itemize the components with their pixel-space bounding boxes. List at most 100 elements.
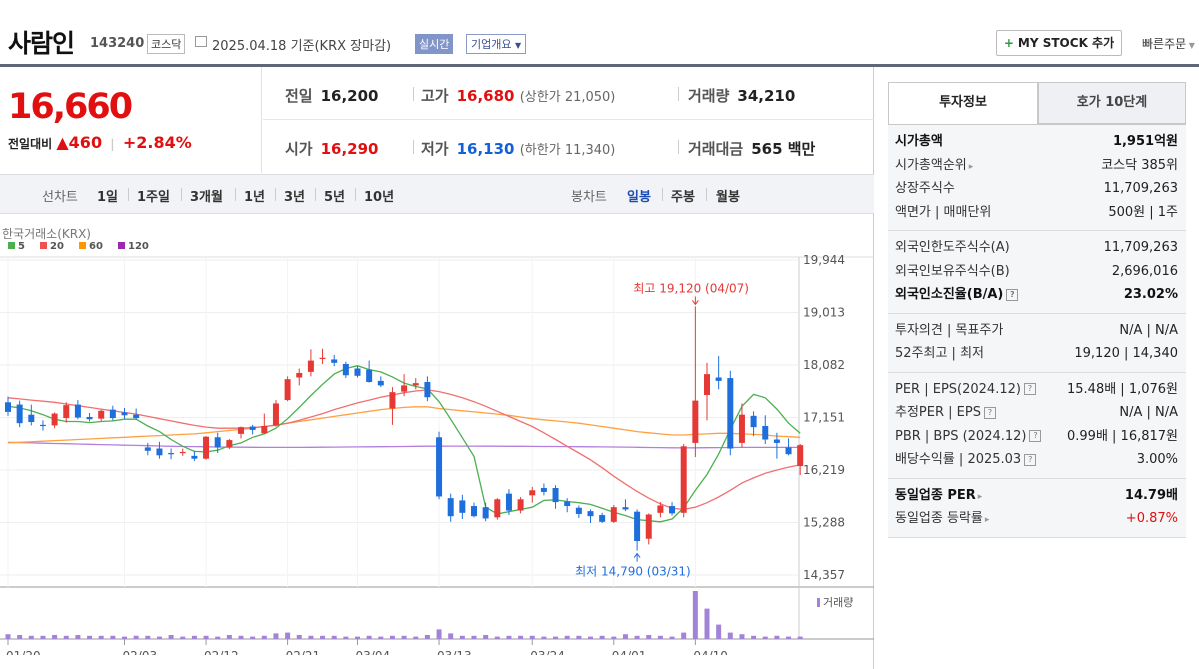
chart-source: 한국거래소(KRX): [2, 227, 91, 241]
candle-weekly[interactable]: 주봉: [671, 190, 695, 205]
x-tick-label: 03/24: [530, 649, 565, 655]
period-1w[interactable]: 1주일: [137, 190, 170, 205]
volume-bar: [669, 636, 675, 639]
x-tick-label: 02/03: [123, 649, 158, 655]
period-1d[interactable]: 1일: [97, 190, 119, 205]
realtime-button[interactable]: 실시간: [415, 34, 454, 54]
volume-bar: [366, 635, 372, 639]
volume-bar: [331, 635, 337, 639]
volume-bar: [250, 636, 256, 639]
candle-body: [610, 507, 617, 522]
candle-body: [447, 498, 454, 517]
period-10y[interactable]: 10년: [364, 190, 395, 205]
amount-label: 거래대금: [688, 140, 744, 158]
change-percent: +2.84%: [122, 133, 192, 152]
volume-bar: [87, 635, 93, 639]
volume-bar: [786, 636, 792, 639]
tab-invest-info[interactable]: 투자정보: [888, 82, 1038, 124]
volume-bar: [203, 635, 209, 639]
info-label-text: 외국인소진율(B/A): [895, 287, 1004, 302]
candle-body: [575, 507, 582, 514]
period-3y[interactable]: 3년: [284, 190, 306, 205]
candle-body: [785, 447, 792, 455]
calendar-icon: [195, 36, 207, 47]
low-arrow-head: [633, 552, 641, 558]
info-row[interactable]: 시가총액순위 ▸ 코스닥 385위: [895, 154, 1178, 178]
help-icon[interactable]: ?: [1006, 288, 1019, 301]
volume-bar: [774, 635, 780, 639]
volume-bar: [296, 635, 302, 639]
volume-bar: [657, 635, 663, 639]
info-label: 시가총액순위 ▸: [895, 154, 973, 179]
my-stock-add-button[interactable]: + MY STOCK 추가: [996, 30, 1122, 56]
company-overview-label: 기업개요: [471, 38, 512, 51]
info-label: 시가총액: [895, 130, 943, 153]
volume-bar: [622, 634, 628, 639]
info-value: 코스닥 385위: [1101, 157, 1178, 173]
high-annotation: 최고 19,120 (04/07): [633, 281, 749, 295]
candle-body: [214, 437, 221, 448]
x-tick-label: 02/21: [286, 649, 321, 655]
volume-label: 거래량: [688, 87, 730, 105]
info-label: 액면가 | 매매단위: [895, 201, 991, 224]
volume-bar: [28, 635, 34, 639]
x-tick-label: 04/10: [693, 649, 728, 655]
candle-body: [389, 392, 396, 409]
info-label: PBR | BPS (2024.12)?: [895, 425, 1042, 448]
info-label-text: 동일업종 등락률: [895, 511, 983, 526]
legend-swatch: [79, 242, 86, 249]
volume-bar: [145, 635, 151, 639]
separator: [706, 188, 707, 201]
volume-bar: [133, 635, 139, 639]
high-label: 고가: [421, 87, 449, 105]
info-label-text: PER | EPS(2024.12): [895, 381, 1021, 397]
info-value: 3.00%: [1136, 452, 1178, 467]
current-price: 16,660: [8, 87, 133, 127]
info-row: 배당수익률 | 2025.03? 3.00%: [895, 448, 1178, 472]
candle-chart-label: 봉차트: [571, 190, 607, 205]
volume-bar: [413, 636, 419, 639]
price-box: 16,660 전일대비 ▲460 | +2.84%: [0, 67, 262, 173]
trade-amount: 거래대금 565 백만: [688, 138, 815, 159]
volume-bar: [156, 636, 162, 639]
info-row[interactable]: 동일업종 PER ▸ 14.79배: [895, 484, 1178, 508]
candle-body: [482, 507, 489, 519]
help-icon[interactable]: ?: [983, 406, 996, 419]
quick-order-button[interactable]: 빠른주문 ▼: [1142, 35, 1195, 52]
period-1y[interactable]: 1년: [244, 190, 266, 205]
candle-body: [191, 455, 198, 459]
info-section: 동일업종 PER ▸ 14.79배 동일업종 등락률 ▸ +0.87%: [888, 479, 1186, 538]
info-value: +0.87%: [1125, 511, 1178, 526]
info-row[interactable]: 동일업종 등락률 ▸ +0.87%: [895, 507, 1178, 531]
candle-body: [249, 426, 256, 430]
company-overview-button[interactable]: 기업개요 ▼: [466, 34, 527, 54]
candle-monthly[interactable]: 월봉: [716, 190, 740, 205]
up-triangle-icon: ▲: [56, 133, 69, 152]
candle-body: [168, 453, 175, 455]
help-icon[interactable]: ?: [1023, 383, 1036, 395]
amount-unit: 백만: [787, 140, 816, 158]
candle-body: [86, 416, 93, 420]
plus-icon: +: [1003, 36, 1014, 50]
low-value: 16,130: [456, 140, 515, 158]
volume-bar: [797, 636, 803, 639]
help-icon[interactable]: ?: [1029, 430, 1042, 442]
volume-bar: [168, 635, 174, 639]
help-icon[interactable]: ?: [1024, 453, 1037, 466]
tab-orderbook[interactable]: 호가 10단계: [1038, 82, 1186, 124]
quick-order-label: 빠른주문: [1142, 37, 1187, 51]
info-label-text: PBR | BPS (2024.12): [895, 428, 1027, 444]
volume-bar: [448, 633, 454, 639]
info-label: 동일업종 PER ▸: [895, 484, 982, 509]
separator: |: [110, 137, 115, 151]
candle-body: [133, 414, 140, 419]
period-3m[interactable]: 3개월: [190, 190, 223, 205]
info-label: 투자의견 | 목표주가: [895, 319, 1003, 342]
open-value: 16,290: [320, 140, 379, 158]
candle-daily[interactable]: 일봉: [627, 190, 651, 205]
info-row: 외국인보유주식수(B) 2,696,016: [895, 260, 1178, 284]
volume-bar: [692, 591, 698, 639]
stock-name: 사람인: [8, 29, 75, 58]
upper-limit: (상한가 21,050): [519, 90, 616, 105]
period-5y[interactable]: 5년: [324, 190, 346, 205]
